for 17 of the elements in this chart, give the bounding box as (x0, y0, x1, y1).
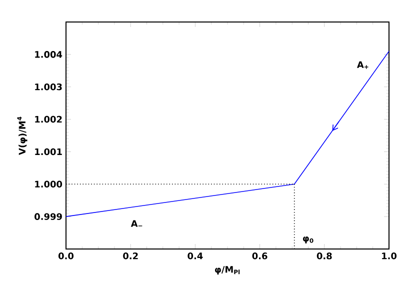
y-axis-title: V(φ)/M$^{4}$ (17, 116, 28, 155)
annotation: A$_{−}$ (130, 220, 142, 227)
x-tick-label: 0.8 (316, 252, 332, 260)
x-axis-title: φ/M$_{Pl}$ (215, 266, 240, 275)
x-tick-label: 0.0 (58, 252, 74, 260)
x-tick-label: 0.4 (188, 252, 203, 260)
y-tick-label: 1.003 (35, 83, 62, 90)
x-tick-label: 1.0 (382, 252, 397, 260)
x-tick-label: 0.2 (123, 252, 138, 260)
annotation: φ$_{0}$ (302, 236, 314, 244)
y-tick-label: 1.000 (35, 180, 62, 188)
annotation: A$_{+}$ (356, 61, 368, 69)
y-tick-label: 1.002 (35, 116, 62, 123)
y-tick-label: 1.004 (35, 51, 62, 58)
y-tick-label: 1.001 (35, 148, 62, 156)
y-tick-label: 0.999 (34, 213, 62, 220)
x-tick-label: 0.6 (252, 252, 268, 260)
